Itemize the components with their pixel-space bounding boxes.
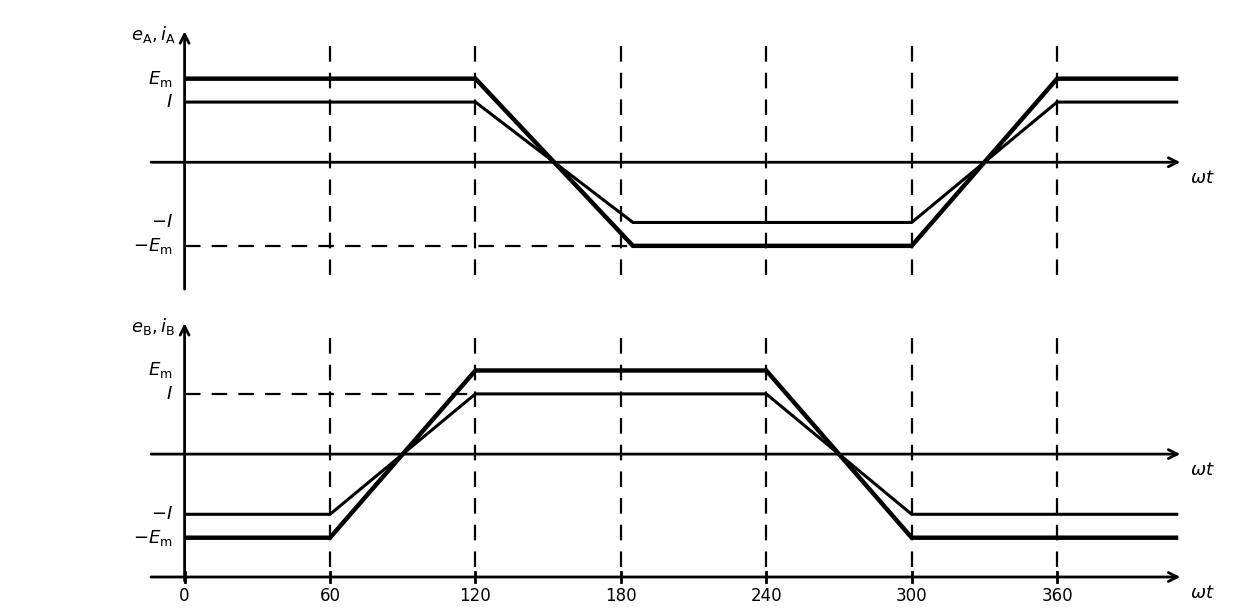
Text: $e_{\rm A},i_{\rm A}$: $e_{\rm A},i_{\rm A}$ <box>131 24 176 46</box>
Text: $-I$: $-I$ <box>150 213 172 232</box>
Text: 0: 0 <box>180 587 190 605</box>
Text: 360: 360 <box>1042 587 1073 605</box>
Text: $e_{\rm B},i_{\rm B}$: $e_{\rm B},i_{\rm B}$ <box>131 316 176 337</box>
Text: 300: 300 <box>895 587 928 605</box>
Text: $\omega t$: $\omega t$ <box>1190 169 1215 187</box>
Text: $\omega t$: $\omega t$ <box>1190 461 1215 478</box>
Text: $-E_{\rm m}$: $-E_{\rm m}$ <box>133 236 172 256</box>
Text: $-I$: $-I$ <box>150 505 172 523</box>
Text: $E_{\rm m}$: $E_{\rm m}$ <box>148 69 172 89</box>
Text: $I$: $I$ <box>166 93 172 111</box>
Text: $-E_{\rm m}$: $-E_{\rm m}$ <box>133 528 172 548</box>
Text: 60: 60 <box>320 587 341 605</box>
Text: $I$: $I$ <box>166 385 172 403</box>
Text: 240: 240 <box>750 587 782 605</box>
Text: $\omega t$: $\omega t$ <box>1190 584 1215 602</box>
Text: 180: 180 <box>605 587 636 605</box>
Text: 120: 120 <box>460 587 491 605</box>
Text: $E_{\rm m}$: $E_{\rm m}$ <box>148 361 172 381</box>
